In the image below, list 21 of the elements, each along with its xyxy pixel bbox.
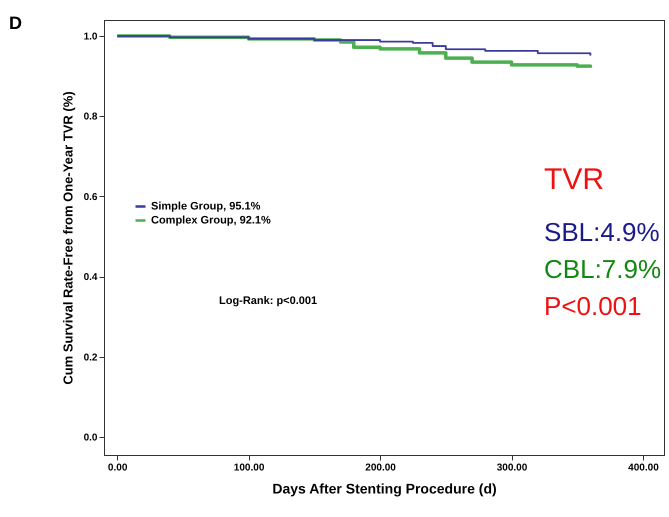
annotation: CBL:7.9% [544, 254, 662, 284]
legend-label: Simple Group, 95.1% [151, 200, 261, 212]
y-tick-label: 0.4 [84, 272, 98, 284]
annotation: TVR [544, 163, 604, 196]
annotation: SBL:4.9% [544, 217, 660, 247]
y-tick-label: 0.6 [84, 192, 98, 203]
y-tick-label: 1.0 [84, 32, 98, 43]
y-tick-label: 0.2 [84, 352, 98, 364]
y-tick-label: 0.8 [84, 112, 98, 123]
x-tick-label: 100.00 [234, 462, 265, 474]
x-tick-label: 400.00 [628, 462, 660, 474]
y-axis-title: Cum Survival Rate-Free from One-Year TVR (%) [60, 91, 76, 385]
annotation: Log-Rank: p<0.001 [219, 295, 318, 307]
y-tick-label: 0.0 [84, 432, 98, 444]
x-tick-label: 300.00 [496, 462, 528, 474]
x-axis-title: Days After Stenting Procedure (d) [272, 480, 497, 496]
annotation: P<0.001 [544, 291, 642, 321]
x-tick-label: 0.00 [108, 462, 128, 474]
x-tick-label: 200.00 [365, 462, 396, 474]
legend-label: Complex Group, 92.1% [151, 214, 272, 226]
text: D [9, 13, 22, 33]
